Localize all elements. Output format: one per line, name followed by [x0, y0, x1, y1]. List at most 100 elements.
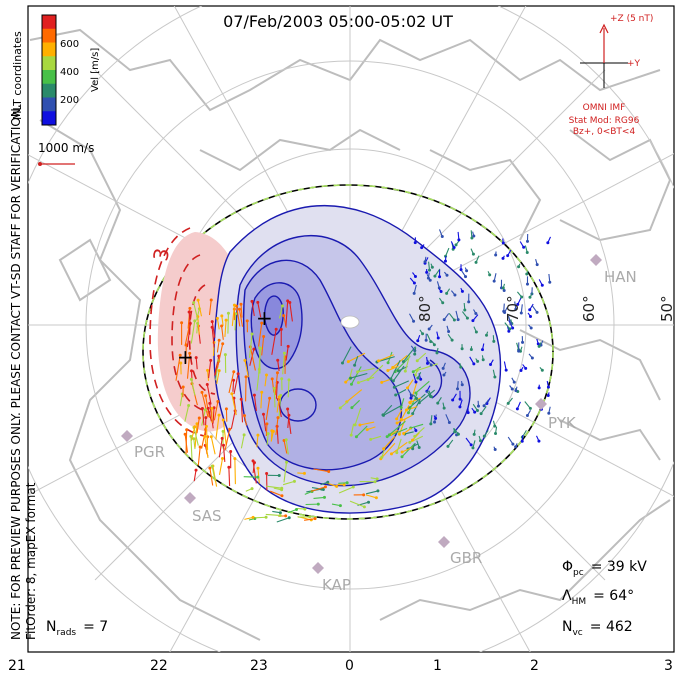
vector-origin	[274, 327, 278, 331]
velocity-vector	[409, 382, 418, 404]
dawn-cell	[213, 205, 502, 514]
vector-origin	[276, 358, 280, 362]
vector-origin	[220, 457, 224, 461]
vector-origin	[206, 368, 210, 372]
vector-origin	[427, 327, 431, 331]
vector-origin	[184, 343, 188, 347]
velocity-vector	[266, 433, 269, 446]
velocity-vector	[234, 458, 236, 485]
map-title: 07/Feb/2003 05:00-05:02 UT	[223, 12, 453, 31]
vector-origin	[204, 394, 208, 398]
velocity-vector	[403, 427, 412, 435]
velocity-vector	[249, 349, 255, 366]
velocity-vector	[184, 324, 191, 347]
velocity-vector	[348, 352, 366, 363]
vector-origin	[412, 291, 416, 295]
vector-origin	[220, 324, 224, 328]
velocity-vector	[257, 468, 260, 484]
vector-origin	[435, 351, 439, 355]
vector-origin	[194, 468, 198, 472]
colorbar-swatch	[42, 97, 56, 112]
velocity-vector	[231, 305, 235, 327]
vector-origin	[204, 424, 208, 428]
vector-origin	[264, 373, 268, 377]
velocity-vector	[207, 370, 210, 381]
vector-origin	[294, 508, 298, 512]
vector-origin	[210, 464, 214, 468]
vector-origin	[426, 276, 430, 280]
vector-origin	[408, 440, 412, 444]
velocity-vector	[275, 417, 279, 435]
velocity-vector	[285, 346, 289, 361]
vector-origin	[209, 298, 213, 302]
velocity-vector	[260, 392, 263, 409]
velocity-vector	[190, 426, 196, 441]
velocity-vector	[201, 408, 205, 426]
velocity-vector	[211, 327, 215, 348]
vector-origin	[217, 338, 221, 342]
vector-origin	[458, 397, 462, 401]
vector-origin	[419, 377, 423, 381]
vector-origin	[365, 428, 369, 432]
velocity-vector	[390, 360, 401, 380]
vector-origin	[188, 321, 192, 325]
vector-origin	[400, 455, 404, 459]
vector-origin	[546, 241, 550, 245]
vector-origin	[517, 265, 521, 269]
mlt-tick-2: 2	[530, 658, 539, 674]
vector-origin	[180, 321, 184, 325]
vector-origin	[344, 380, 348, 384]
vector-origin	[232, 370, 236, 374]
vector-origin	[502, 289, 506, 293]
vector-origin	[204, 416, 208, 420]
velocity-vector	[287, 408, 292, 434]
velocity-vector	[190, 436, 193, 460]
vector-origin	[537, 386, 541, 390]
vector-origin	[465, 316, 469, 320]
vector-origin	[514, 389, 518, 393]
velocity-vector	[233, 373, 239, 395]
vector-origin	[367, 500, 371, 504]
phi-pc-stat: Φpc = 39 kV	[562, 559, 647, 578]
vector-origin	[421, 332, 425, 336]
mlt-tick-21: 21	[8, 658, 26, 674]
vector-origin	[480, 348, 484, 352]
velocity-vector	[283, 462, 288, 483]
velocity-vector	[216, 370, 220, 385]
velocity-vector	[396, 438, 402, 453]
vector-origin	[472, 432, 476, 436]
velocity-vector	[276, 517, 290, 523]
vector-origin	[280, 377, 284, 381]
vector-origin	[537, 439, 541, 443]
velocity-vector	[406, 406, 418, 411]
vector-origin	[446, 444, 450, 448]
vector-origin	[256, 475, 260, 479]
vector-origin	[413, 352, 417, 356]
vector-origin	[417, 401, 421, 405]
vector-origin	[354, 435, 358, 439]
vector-origin	[192, 437, 196, 441]
vector-origin	[342, 483, 346, 487]
vector-origin	[380, 380, 384, 384]
velocity-vector	[277, 360, 280, 372]
vector-origin	[188, 306, 192, 310]
velocity-vector	[278, 305, 284, 319]
vector-origin	[536, 342, 540, 346]
velocity-vector	[349, 500, 365, 508]
velocity-vector	[184, 434, 189, 453]
vector-origin	[220, 314, 224, 318]
coastlines	[29, 28, 672, 641]
vector-origin	[476, 359, 480, 363]
preview-note: NOTE: FOR PREVIEW PURPOSES ONLY. PLEASE …	[9, 104, 23, 640]
velocity-vector	[201, 392, 209, 418]
velocity-vector	[266, 485, 282, 489]
vector-origin	[411, 412, 415, 416]
vector-origin	[250, 299, 254, 303]
vector-origin	[442, 406, 446, 410]
vector-origin	[178, 353, 182, 357]
velocity-vector	[222, 419, 227, 446]
vector-origin	[377, 359, 381, 363]
vector-origin	[503, 310, 507, 314]
vector-origin	[209, 435, 213, 439]
stats-panel: Φpc = 39 kV ΛHM = 64° Nvc = 462 Nrads = 7	[46, 559, 647, 638]
